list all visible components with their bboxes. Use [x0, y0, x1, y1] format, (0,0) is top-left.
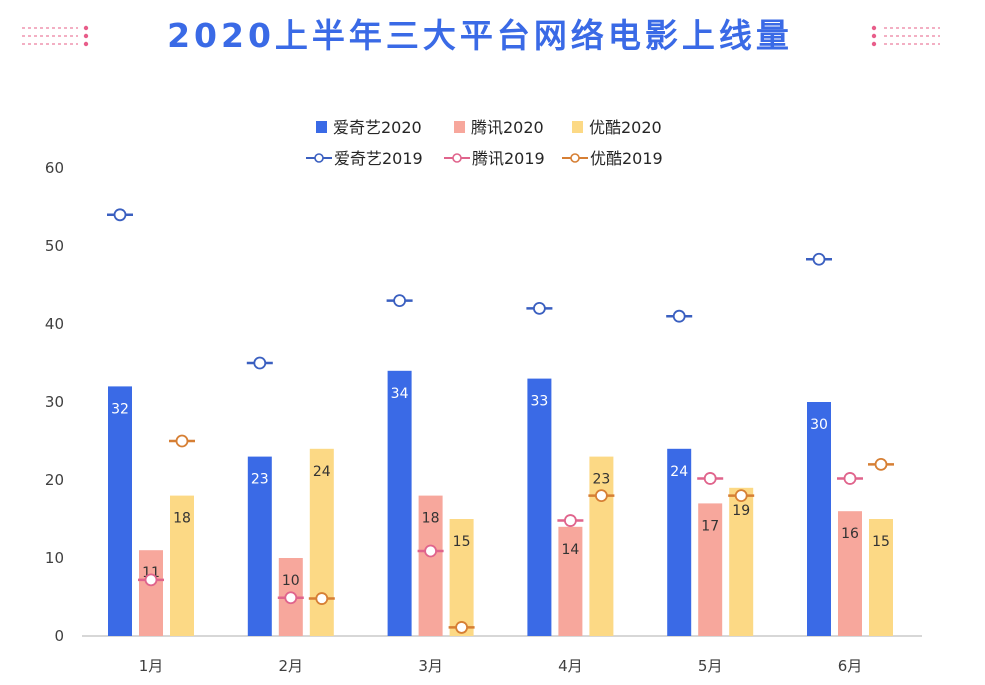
- bar: [449, 519, 474, 636]
- bar: [807, 402, 831, 636]
- y-tick-label: 40: [45, 315, 64, 333]
- marker-point: [284, 591, 298, 605]
- bar-data-label: 15: [872, 534, 890, 550]
- x-axis: 1月 2月 3月 4月 5月 6月: [82, 635, 922, 675]
- marker-point: [455, 621, 469, 634]
- bar: [139, 550, 163, 636]
- y-tick-label: 10: [45, 549, 64, 567]
- marker-point: [564, 514, 577, 527]
- legend-marker: [452, 153, 462, 163]
- marker-point: [424, 544, 438, 558]
- bar-data-label: 33: [530, 394, 548, 410]
- bar-data-label: 23: [592, 472, 610, 488]
- bar: [589, 456, 614, 636]
- x-tick-label: 2月: [279, 657, 304, 675]
- legend: 爱奇艺2020 腾讯2020 优酷2020 爱奇艺2019 腾讯2019 优酷2019: [306, 118, 663, 168]
- marker-point: [874, 457, 888, 471]
- legend-swatch: [572, 121, 583, 133]
- title-decoration-dot: [871, 33, 877, 39]
- marker-point: [144, 573, 158, 587]
- bar-data-label: 16: [841, 526, 859, 542]
- title-decoration-dot: [871, 41, 877, 47]
- bar: [729, 487, 754, 636]
- marker-point: [315, 592, 329, 605]
- legend-swatch: [454, 121, 465, 133]
- chart-title: 2020上半年三大平台网络电影上线量: [167, 16, 793, 55]
- bar-data-label: 23: [251, 472, 269, 488]
- bar: [247, 456, 272, 636]
- marker-point: [595, 489, 608, 503]
- bar-data-label: 18: [173, 511, 191, 527]
- legend-label: 爱奇艺2019: [334, 149, 423, 168]
- bar-data-label: 14: [561, 542, 579, 558]
- marker-point: [734, 489, 748, 503]
- bar-data-label: 10: [282, 573, 300, 589]
- legend-label: 腾讯2020: [471, 118, 544, 137]
- x-tick-label: 3月: [418, 657, 443, 675]
- marker-point: [843, 472, 857, 485]
- bar-data-label: 32: [111, 401, 129, 417]
- bar: [667, 448, 692, 636]
- bar: [387, 370, 412, 636]
- bar: [170, 495, 194, 636]
- marker-point: [175, 434, 189, 448]
- bar-data-label: 17: [701, 518, 719, 534]
- legend-label: 腾讯2019: [472, 149, 545, 168]
- chart-title-group: 2020上半年三大平台网络电影上线量: [22, 16, 940, 55]
- marker-point: [812, 252, 826, 266]
- legend-marker: [314, 153, 324, 163]
- marker-point: [533, 301, 546, 315]
- markers-2019: [107, 208, 894, 634]
- y-tick-label: 60: [45, 159, 64, 177]
- marker-point: [672, 309, 686, 323]
- bar-data-label: 24: [313, 464, 331, 480]
- bar: [558, 526, 583, 636]
- legend-marker: [570, 153, 580, 163]
- legend-label: 爱奇艺2020: [333, 118, 422, 137]
- bar-data-label: 34: [391, 386, 409, 402]
- marker-point: [113, 208, 127, 222]
- title-decoration-dot: [871, 25, 877, 31]
- title-decoration-left: [22, 25, 89, 47]
- legend-label: 优酷2020: [589, 118, 662, 137]
- bar: [527, 378, 552, 636]
- marker-point: [253, 356, 267, 370]
- bar: [838, 511, 862, 636]
- marker-point: [703, 472, 717, 485]
- x-tick-label: 5月: [698, 657, 723, 675]
- y-axis: 0 10 20 30 40 50 60: [45, 159, 64, 645]
- bar: [869, 519, 893, 636]
- y-tick-label: 30: [45, 393, 64, 411]
- bar-data-label: 18: [422, 511, 440, 527]
- bar-data-label: 24: [670, 464, 688, 480]
- y-tick-label: 50: [45, 237, 64, 255]
- title-decoration-dot: [83, 25, 89, 31]
- x-tick-label: 1月: [139, 657, 164, 675]
- title-decoration-right: [871, 25, 940, 47]
- marker-point: [393, 294, 407, 308]
- legend-label: 优酷2019: [590, 149, 663, 168]
- x-tick-label: 4月: [558, 657, 583, 675]
- title-decoration-dot: [83, 33, 89, 39]
- y-tick-label: 20: [45, 471, 64, 489]
- bar: [698, 503, 723, 636]
- x-tick-label: 6月: [838, 657, 863, 675]
- bar-data-label: 19: [732, 503, 750, 519]
- bar-data-label: 15: [453, 534, 471, 550]
- y-tick-label: 0: [54, 627, 64, 645]
- bar-data-label: 30: [810, 417, 828, 433]
- title-decoration-dot: [83, 41, 89, 47]
- legend-swatch: [316, 121, 327, 133]
- bars: [108, 370, 893, 636]
- bar: [108, 386, 132, 636]
- bar: [418, 495, 443, 636]
